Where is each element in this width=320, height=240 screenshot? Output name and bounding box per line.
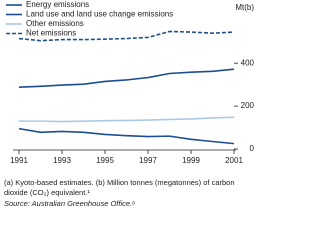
x-tick-label: 1991 [10, 156, 28, 165]
x-tick-label: 1997 [139, 156, 157, 165]
legend-label: Other emissions [26, 19, 84, 28]
footnote: (a) Kyoto-based estimates. (b) Million t… [4, 178, 235, 197]
series-line [18, 68, 235, 89]
x-tick-label: 1993 [53, 156, 71, 165]
page: {"chart_data": {"type": "line", "y_label… [4, 0, 255, 208]
y-tick-label: 200 [241, 101, 255, 110]
x-tick-label: 1995 [96, 156, 114, 165]
x-tick-label: 1999 [182, 156, 200, 165]
legend-label: Land use and land use change emissions [26, 10, 173, 19]
legend-label: Net emissions [26, 29, 76, 38]
y-tick-label: 0 [250, 144, 255, 153]
y-axis-label: Mt(b) [235, 3, 254, 12]
y-tick-label: 400 [241, 58, 255, 67]
legend-label: Energy emissions [26, 0, 89, 9]
series-line [19, 116, 235, 123]
series-line [18, 30, 235, 42]
series-line [18, 127, 235, 145]
x-tick-label: 2001 [225, 156, 243, 165]
chart: Mt(b) 0 200 400 1991 1993 1995 1997 1999 2001 Ene… [6, 0, 255, 165]
source: Source: Australian Greenhouse Office.⁶ [4, 199, 136, 208]
